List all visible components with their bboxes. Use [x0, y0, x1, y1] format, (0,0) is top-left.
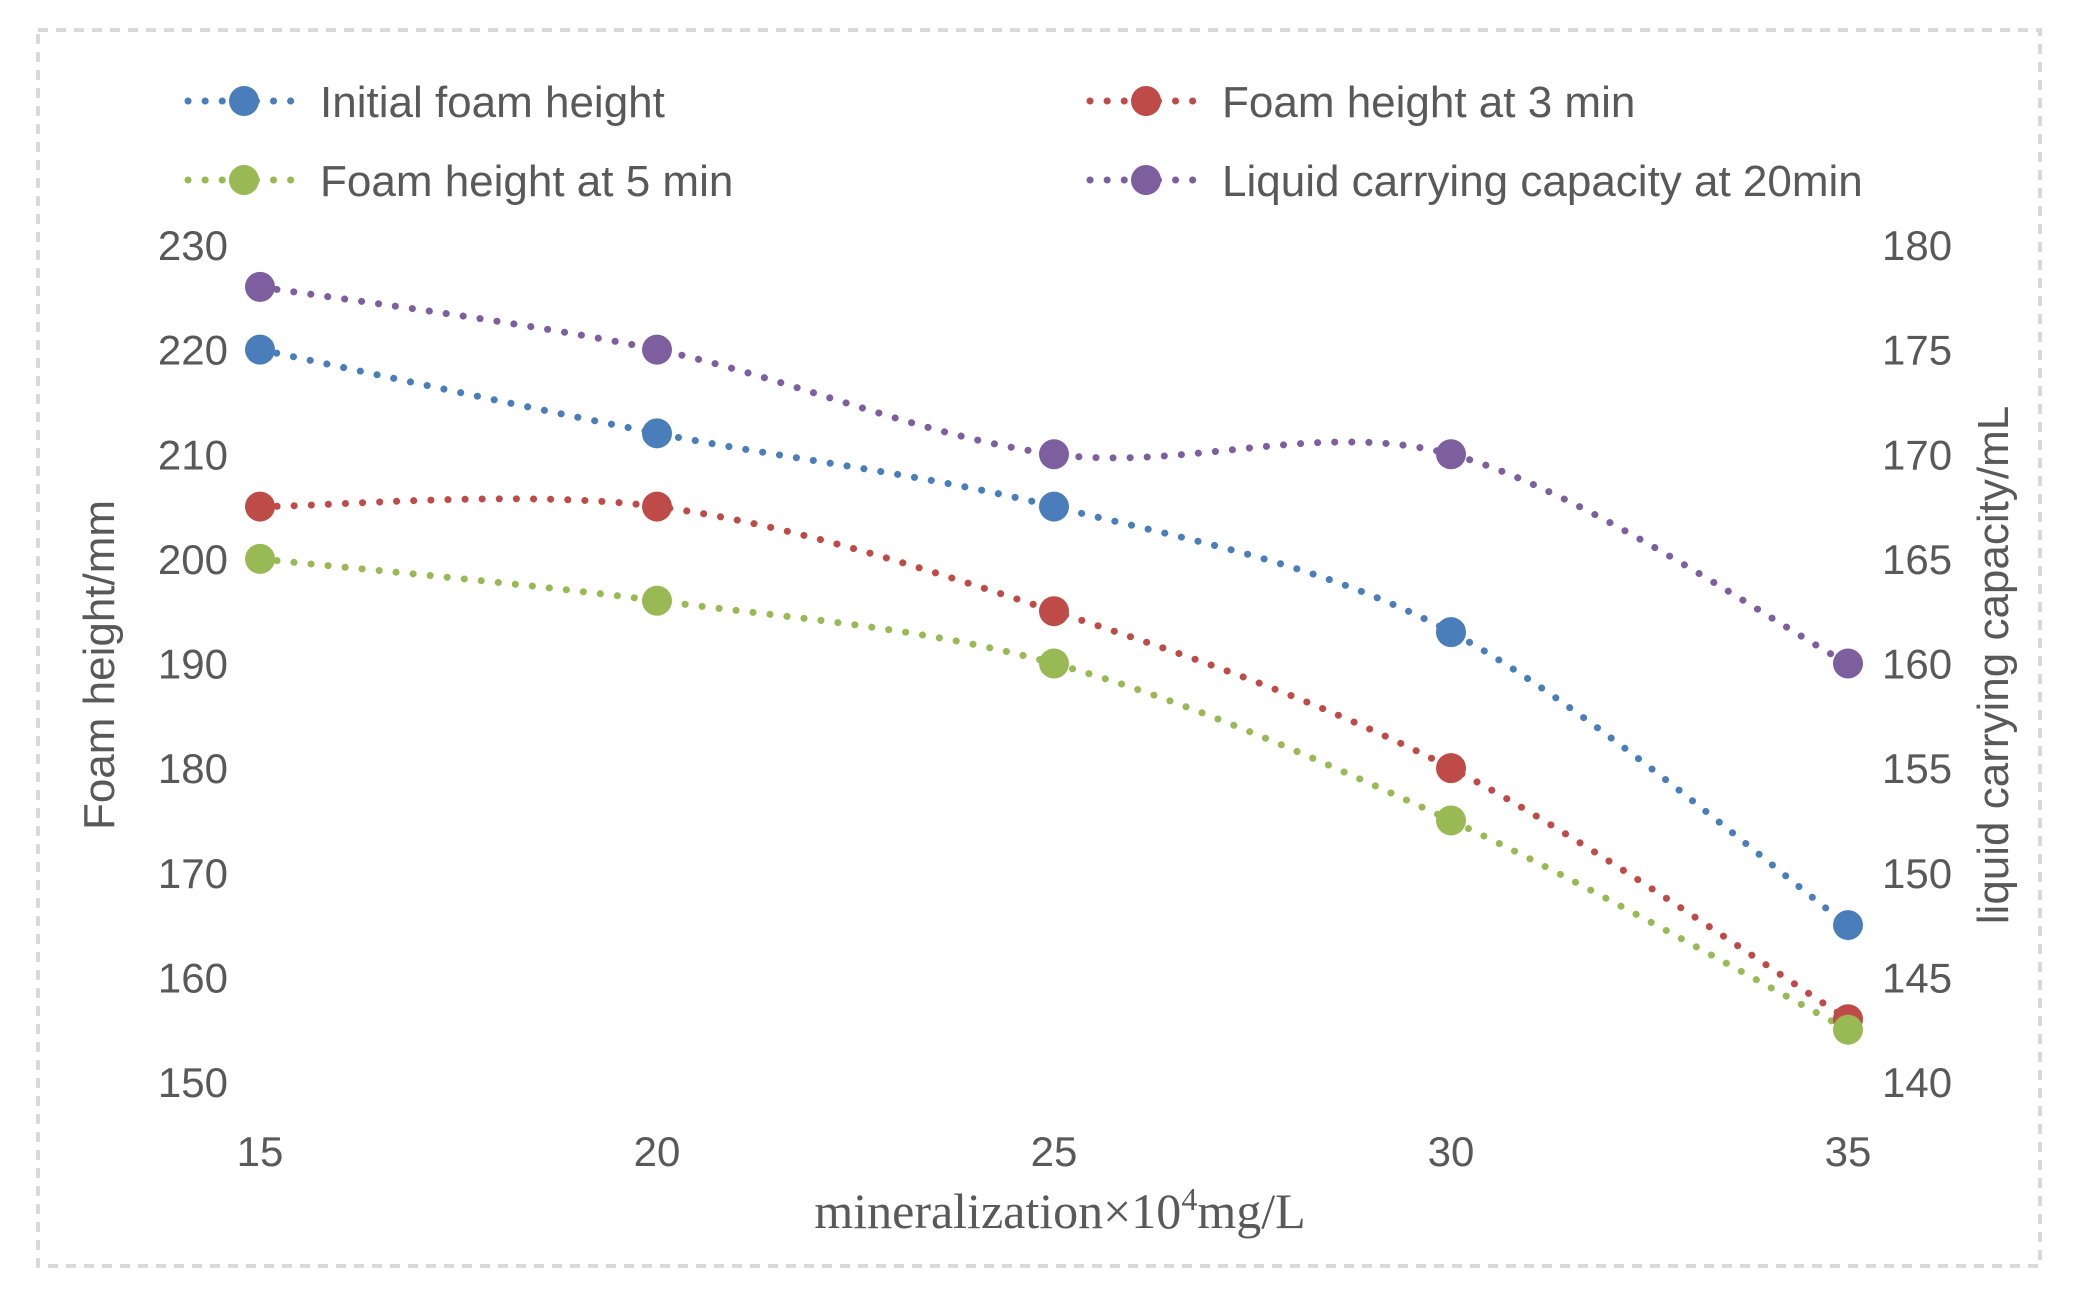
- y-axis-left-ticks: 230 220 210 200 190 180 170 160 150: [158, 222, 228, 1106]
- series-0-point-4: [1833, 910, 1863, 941]
- x-axis-label-unit: mg/L: [1197, 1183, 1305, 1239]
- series-line-1: [256, 495, 1852, 1023]
- y-tick-label-0: 230: [158, 222, 228, 269]
- legend-label-0: Initial foam height: [320, 78, 665, 127]
- series-1-point-2: [1039, 596, 1069, 627]
- x-tick-label-2: 25: [1031, 1128, 1078, 1175]
- y-tick-label-7: 160: [158, 954, 228, 1001]
- y-axis-left-label: Foam height/mm: [75, 500, 124, 830]
- y2-tick-label-4: 160: [1882, 641, 1952, 688]
- series-0-point-1: [642, 418, 672, 449]
- series-3-point-2: [1039, 439, 1069, 470]
- series-line-0: [256, 346, 1852, 929]
- series-2-point-1: [642, 585, 672, 616]
- series-2-point-2: [1039, 648, 1069, 679]
- y-axis-right-label: liquid carrying capacity/mL: [1969, 406, 2018, 924]
- legend-item-2: Foam height at 5 min: [184, 157, 733, 206]
- series-line-2: [256, 555, 1852, 1034]
- series-1-point-1: [642, 491, 672, 522]
- y2-tick-label-1: 175: [1882, 327, 1952, 374]
- series-3-point-0: [245, 271, 275, 302]
- y2-tick-label-5: 155: [1882, 745, 1952, 792]
- plot-area: [245, 271, 1863, 1045]
- series-0-point-3: [1436, 617, 1466, 648]
- y2-tick-label-3: 165: [1882, 536, 1952, 583]
- x-tick-label-4: 35: [1825, 1128, 1872, 1175]
- series-3-point-3: [1436, 439, 1466, 470]
- y-tick-label-5: 180: [158, 745, 228, 792]
- y2-tick-label-7: 145: [1882, 954, 1952, 1001]
- legend-item-0: Initial foam height: [184, 78, 665, 127]
- series-1-point-3: [1436, 753, 1466, 784]
- series-1-point-0: [245, 491, 275, 522]
- legend-swatch-marker-2: [229, 165, 259, 195]
- y2-tick-label-0: 180: [1882, 222, 1952, 269]
- series-2-point-0: [245, 543, 275, 574]
- legend-label-2: Foam height at 5 min: [320, 157, 733, 206]
- x-tick-label-0: 15: [237, 1128, 284, 1175]
- series-2-point-4: [1833, 1014, 1863, 1045]
- x-axis-label-main: mineralization×10: [814, 1183, 1181, 1239]
- y2-tick-label-8: 140: [1882, 1059, 1952, 1106]
- legend-label-3: Liquid carrying capacity at 20min: [1222, 157, 1863, 206]
- y2-tick-label-6: 150: [1882, 850, 1952, 897]
- x-axis-label: mineralization×104mg/L: [814, 1181, 1305, 1239]
- y-tick-label-8: 150: [158, 1059, 228, 1106]
- y-tick-label-1: 220: [158, 327, 228, 374]
- series-0-point-2: [1039, 491, 1069, 522]
- series-2-point-3: [1436, 805, 1466, 836]
- x-tick-label-3: 30: [1428, 1128, 1475, 1175]
- x-axis-ticks: 15 20 25 30 35: [237, 1128, 1872, 1175]
- y-tick-label-3: 200: [158, 536, 228, 583]
- legend: Initial foam height Foam height at 3 min…: [184, 78, 1863, 206]
- legend-swatch-marker-1: [1131, 86, 1161, 116]
- legend-item-1: Foam height at 3 min: [1086, 78, 1635, 127]
- y2-tick-label-2: 170: [1882, 431, 1952, 478]
- series-0-point-0: [245, 334, 275, 365]
- y-tick-label-6: 170: [158, 850, 228, 897]
- x-tick-label-1: 20: [634, 1128, 681, 1175]
- series-3-point-4: [1833, 648, 1863, 679]
- chart-frame: [36, 28, 2042, 1268]
- legend-swatch-marker-3: [1131, 165, 1161, 195]
- legend-label-1: Foam height at 3 min: [1222, 78, 1635, 127]
- y-axis-right-ticks: 180 175 170 165 160 155 150 145 140: [1882, 222, 1952, 1106]
- y-tick-label-4: 190: [158, 641, 228, 688]
- x-axis-label-sup: 4: [1181, 1181, 1197, 1217]
- legend-swatch-marker-0: [229, 86, 259, 116]
- series-3-point-1: [642, 334, 672, 365]
- y-tick-label-2: 210: [158, 431, 228, 478]
- legend-item-3: Liquid carrying capacity at 20min: [1086, 157, 1863, 206]
